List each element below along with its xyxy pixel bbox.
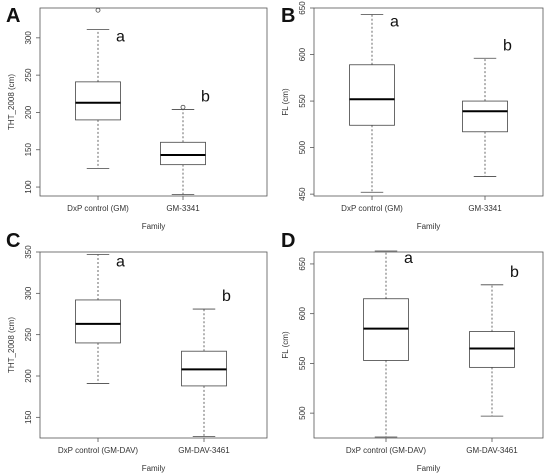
significance-label: b [222, 288, 231, 305]
significance-label: a [116, 253, 125, 270]
plot-frame [39, 7, 268, 197]
x-axis-title: Family [417, 222, 441, 231]
y-tick-label: 600 [298, 47, 307, 61]
x-tick-label: GM-DAV-3461 [178, 446, 230, 455]
y-tick-label: 500 [298, 140, 307, 154]
iqr-box [75, 81, 121, 121]
box-2: b [469, 264, 519, 417]
y-tick-label: 250 [24, 327, 33, 341]
x-tick-label: DxP control (GM) [341, 204, 403, 213]
box-1: a [75, 253, 125, 384]
panel-letter: B [281, 5, 295, 27]
y-axis-title: THT_2008 (cm) [7, 317, 16, 373]
box-2: b [181, 288, 231, 437]
box-1: a [363, 250, 413, 438]
y-tick-label: 150 [24, 410, 33, 424]
panel-letter: C [6, 230, 20, 252]
plot-frame [313, 7, 544, 197]
x-tick-label: DxP control (GM) [67, 204, 129, 213]
iqr-box [160, 141, 206, 166]
x-axis-title: Family [142, 464, 166, 473]
significance-label: a [390, 14, 399, 31]
y-tick-label: 550 [298, 94, 307, 108]
y-tick-label: 550 [298, 356, 307, 370]
y-tick-label: 500 [298, 406, 307, 420]
y-tick-label: 100 [24, 180, 33, 194]
box-2: b [160, 88, 210, 195]
panel-letter: D [281, 230, 295, 252]
panel-c: C 150 200 250 300 350 THT_2008 (cm) DxP control… [6, 230, 268, 473]
x-axis-title: Family [142, 222, 166, 231]
y-tick-label: 450 [298, 187, 307, 201]
y-tick-label: 650 [298, 1, 307, 15]
significance-label: b [503, 37, 512, 54]
outlier-point [180, 104, 186, 110]
x-tick-label: GM-3341 [468, 204, 502, 213]
x-tick-label: DxP control (GM-DAV) [58, 446, 138, 455]
y-tick-label: 300 [24, 31, 33, 45]
panel-b: B 450 500 550 600 650 FL (cm) DxP control (GM) G… [281, 1, 544, 231]
y-axis-title: FL (cm) [281, 88, 290, 116]
iqr-box [462, 100, 508, 133]
plot-frame [39, 251, 268, 439]
box-1: a [75, 7, 125, 169]
y-tick-label: 300 [24, 286, 33, 300]
significance-label: b [201, 88, 210, 105]
y-tick-label: 200 [24, 369, 33, 383]
x-tick-label: GM-DAV-3461 [466, 446, 518, 455]
significance-label: b [510, 264, 519, 281]
y-tick-label: 650 [298, 257, 307, 271]
y-tick-label: 250 [24, 68, 33, 82]
outlier-point [95, 7, 101, 13]
y-axis-title: FL (cm) [281, 331, 290, 359]
y-tick-label: 350 [24, 245, 33, 259]
box-2: b [462, 37, 512, 177]
y-axis-title: THT_2008 (cm) [7, 74, 16, 130]
x-tick-label: DxP control (GM-DAV) [346, 446, 426, 455]
panel-d: D 500 550 600 650 FL (cm) DxP control (GM-DAV)… [281, 230, 544, 473]
box-1: a [349, 14, 399, 193]
panel-letter: A [6, 5, 20, 27]
iqr-box [349, 64, 395, 126]
plot-frame [313, 251, 544, 439]
y-tick-label: 200 [24, 105, 33, 119]
y-tick-label: 150 [24, 143, 33, 157]
significance-label: a [116, 29, 125, 46]
iqr-box [75, 299, 121, 344]
x-tick-label: GM-3341 [166, 204, 200, 213]
significance-label: a [404, 250, 413, 267]
x-axis-title: Family [417, 464, 441, 473]
panel-a: A 100 150 200 250 300 THT_2008 (cm) DxP control… [6, 5, 268, 231]
y-tick-label: 600 [298, 306, 307, 320]
